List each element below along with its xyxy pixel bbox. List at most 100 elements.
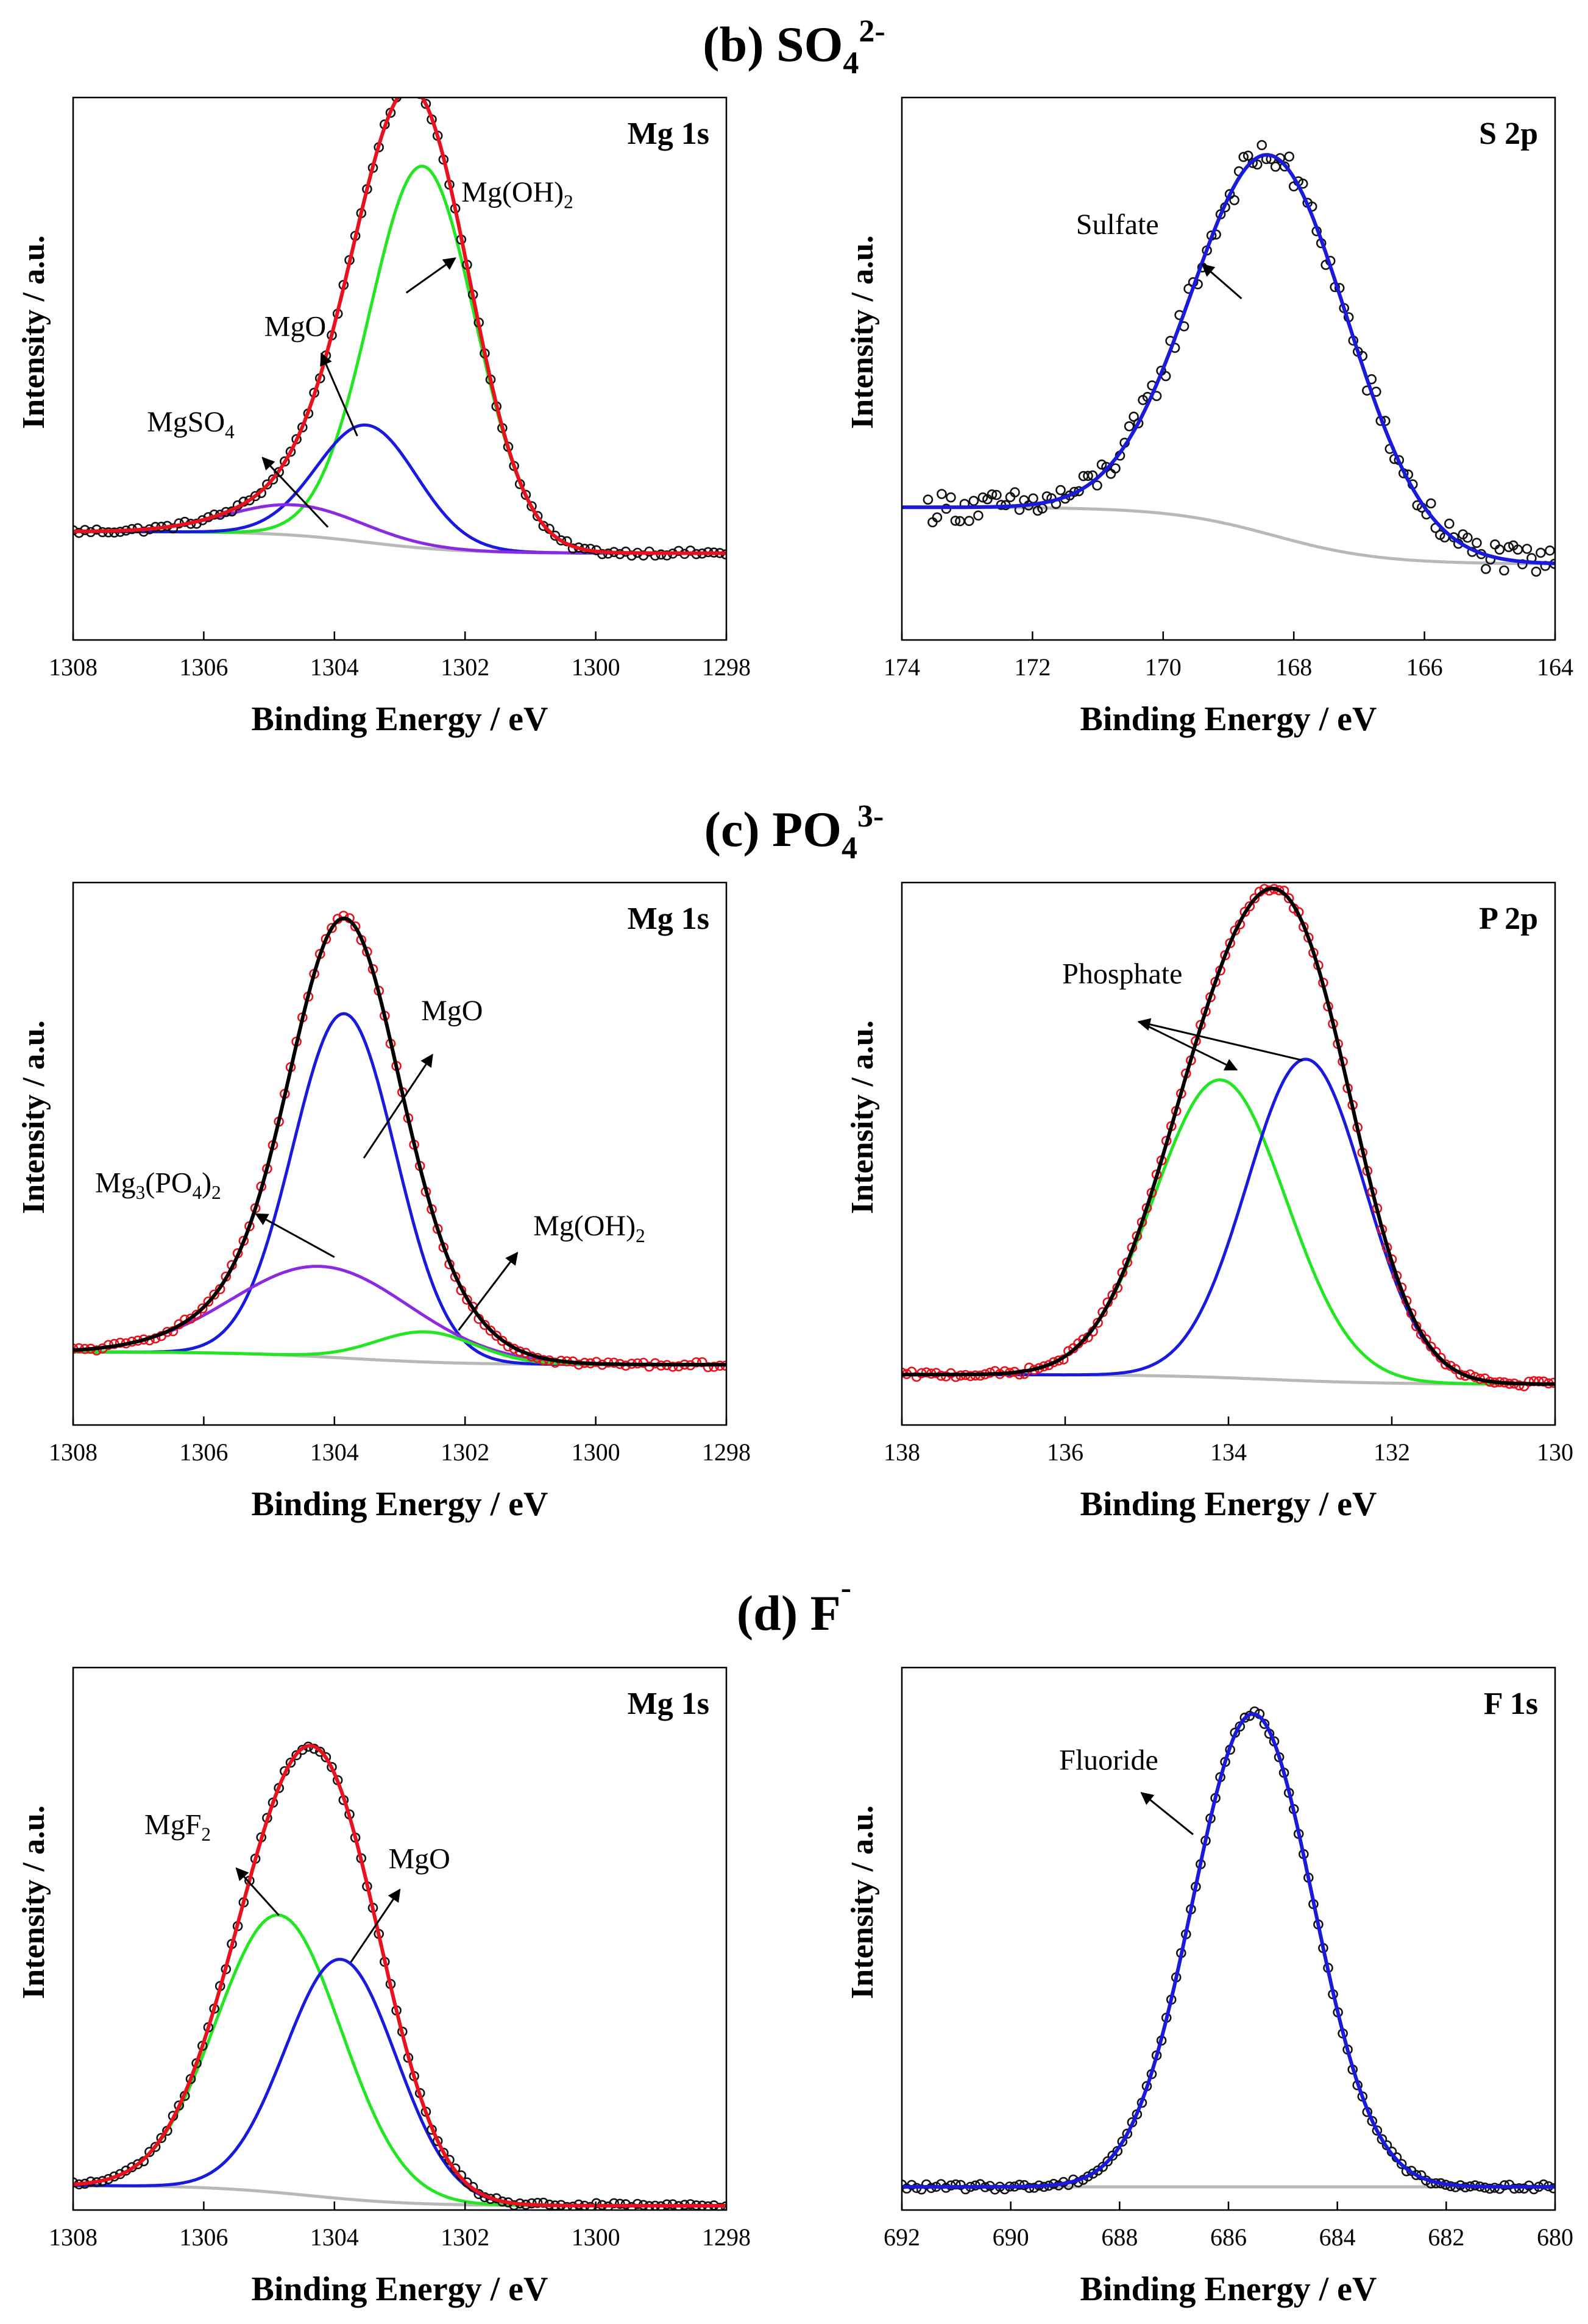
component-line-0 bbox=[73, 1913, 726, 2208]
annotation-arrow bbox=[1140, 1792, 1194, 1836]
data-point bbox=[314, 1746, 325, 1757]
component-line-0 bbox=[73, 165, 726, 555]
x-tick-label: 1298 bbox=[702, 2223, 751, 2251]
x-tick-label: 164 bbox=[1537, 653, 1573, 681]
data-point bbox=[279, 456, 290, 467]
data-point bbox=[285, 446, 296, 457]
data-point bbox=[1484, 2183, 1495, 2194]
component-line-0 bbox=[902, 1712, 1555, 2189]
data-point bbox=[203, 1296, 214, 1307]
annotation-arrow bbox=[255, 1213, 335, 1258]
component-line-1 bbox=[73, 423, 726, 555]
annotation-arrow bbox=[405, 257, 456, 294]
annotation-arrow bbox=[1137, 1018, 1302, 1061]
data-point bbox=[291, 1750, 302, 1761]
x-tick-label: 1302 bbox=[441, 1438, 489, 1466]
data-point bbox=[268, 474, 278, 485]
x-tick-label: 682 bbox=[1428, 2223, 1464, 2251]
panel-title: P 2p bbox=[1479, 901, 1538, 936]
annotation-label: Fluoride bbox=[1059, 1744, 1158, 1776]
data-point bbox=[1436, 1352, 1446, 1363]
data-point bbox=[1411, 2170, 1422, 2180]
x-tick-label: 684 bbox=[1319, 2223, 1356, 2251]
data-point bbox=[662, 550, 672, 561]
data-point bbox=[987, 489, 998, 500]
plot-frame bbox=[72, 96, 728, 641]
x-tick-label: 1304 bbox=[310, 2223, 359, 2251]
component-line-1 bbox=[73, 1958, 726, 2208]
data-point bbox=[1522, 544, 1533, 554]
data-point bbox=[937, 489, 947, 499]
annotation-arrow bbox=[363, 1053, 433, 1159]
section-title-b: (b) SO42- bbox=[703, 14, 885, 80]
data-point bbox=[1372, 2125, 1383, 2136]
data-point bbox=[1244, 901, 1255, 912]
annotation-arrow bbox=[261, 457, 329, 528]
x-axis-label: Binding Energy / eV bbox=[1080, 1485, 1377, 1523]
x-tick-label: 686 bbox=[1210, 2223, 1247, 2251]
data-point bbox=[398, 88, 406, 96]
chart-c-p2p: 138 136 134 132 130 Binding Energy / eV Intens… bbox=[845, 881, 1573, 1523]
panel-title: Mg 1s bbox=[628, 901, 709, 936]
data-point bbox=[1528, 2184, 1539, 2195]
data-point bbox=[1531, 566, 1542, 577]
data-point bbox=[1284, 151, 1294, 162]
x-tick-label: 168 bbox=[1275, 653, 1312, 681]
data-point bbox=[1472, 538, 1482, 549]
x-tick-label: 1298 bbox=[702, 1438, 751, 1466]
data-point bbox=[491, 1331, 502, 1341]
envelope-line bbox=[902, 1712, 1555, 2189]
data-point bbox=[1279, 161, 1290, 172]
data-point bbox=[532, 2198, 543, 2208]
data-point bbox=[1229, 195, 1239, 205]
data-point bbox=[902, 1367, 907, 1378]
data-point bbox=[156, 2133, 167, 2144]
background-line bbox=[73, 530, 726, 555]
background-line bbox=[73, 2184, 726, 2208]
data-point bbox=[1078, 1334, 1088, 1345]
data-point bbox=[1010, 487, 1020, 498]
plot-frame bbox=[72, 881, 728, 1426]
annotation-arrow bbox=[458, 1251, 519, 1331]
data-point bbox=[921, 1367, 932, 1377]
x-tick-label: 1298 bbox=[702, 653, 751, 681]
x-tick-label: 1306 bbox=[179, 2223, 228, 2251]
plot-frame bbox=[901, 96, 1556, 641]
data-point bbox=[327, 923, 337, 933]
plot-area bbox=[73, 1741, 726, 2210]
data-point bbox=[667, 1362, 678, 1372]
x-tick-label: 692 bbox=[884, 2223, 920, 2251]
x-axis-label: Binding Energy / eV bbox=[252, 2270, 548, 2308]
x-axis-label: Binding Energy / eV bbox=[1080, 700, 1377, 738]
data-point bbox=[1462, 532, 1473, 543]
chart-b-s2p: 174 172 170 168 166 164 Binding Energy / eV Int… bbox=[845, 96, 1573, 738]
x-tick-label: 172 bbox=[1014, 653, 1051, 681]
x-axis-label: Binding Energy / eV bbox=[252, 1485, 548, 1523]
x-tick-label: 1308 bbox=[49, 2223, 97, 2251]
data-point bbox=[923, 494, 934, 505]
data-point bbox=[1444, 518, 1455, 529]
x-axis-label: Binding Energy / eV bbox=[252, 700, 548, 738]
data-point bbox=[321, 1752, 331, 1763]
y-axis-label: Intensity / a.u. bbox=[845, 1805, 880, 1999]
component-line-1 bbox=[902, 1057, 1555, 1386]
envelope-line bbox=[73, 1744, 726, 2208]
data-point bbox=[1441, 1359, 1451, 1370]
data-point bbox=[1503, 542, 1514, 552]
data-point bbox=[209, 1289, 219, 1300]
data-point bbox=[1122, 2128, 1133, 2139]
data-point bbox=[1239, 1712, 1250, 1723]
x-tick-label: 166 bbox=[1406, 653, 1443, 681]
data-point bbox=[1129, 411, 1139, 422]
data-point bbox=[709, 1362, 719, 1372]
component-line-0 bbox=[902, 1078, 1555, 1386]
x-tick-label: 690 bbox=[993, 2223, 1029, 2251]
data-point bbox=[556, 535, 567, 545]
data-point bbox=[1481, 564, 1491, 574]
data-point bbox=[1426, 498, 1436, 509]
x-tick-label: 174 bbox=[884, 653, 920, 681]
data-point bbox=[138, 526, 149, 537]
chart-b-mg1s: 1308 1306 1304 1302 1300 1298 Binding Energy /… bbox=[16, 88, 751, 738]
data-point bbox=[1545, 545, 1555, 556]
